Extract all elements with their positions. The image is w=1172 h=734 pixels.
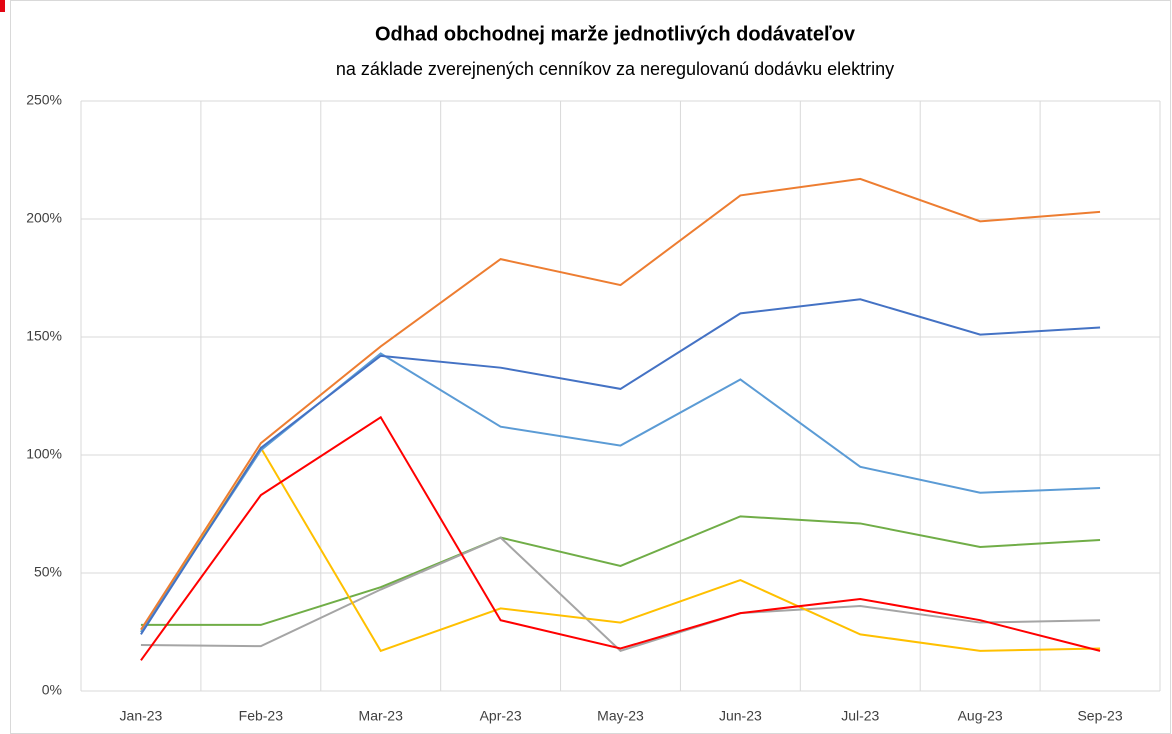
y-tick-label: 150% (26, 328, 62, 344)
series-line (140, 298, 1101, 635)
series-line (140, 515, 1101, 626)
y-tick-label: 100% (26, 446, 62, 462)
x-tick-label: May-23 (597, 708, 644, 724)
series-line (140, 536, 1101, 653)
x-tick-label: Jan-23 (120, 708, 163, 724)
y-tick-label: 250% (26, 92, 62, 108)
y-tick-label: 0% (42, 682, 62, 698)
y-tick-label: 200% (26, 210, 62, 226)
x-tick-label: Aug-23 (958, 708, 1003, 724)
series-line (140, 446, 1101, 653)
x-tick-label: Mar-23 (359, 708, 404, 724)
x-tick-label: Sep-23 (1077, 708, 1122, 724)
series-line (140, 352, 1101, 633)
x-tick-label: Apr-23 (480, 708, 522, 724)
chart-subtitle: na základe zverejnených cenníkov za nere… (336, 59, 894, 79)
y-tick-label: 50% (34, 564, 62, 580)
series-line (140, 177, 1101, 631)
chart-title: Odhad obchodnej marže jednotlivých dodáv… (375, 23, 856, 45)
series-line (140, 415, 1101, 661)
logo-mark (0, 0, 5, 12)
x-tick-label: Jul-23 (841, 708, 879, 724)
x-tick-label: Feb-23 (239, 708, 284, 724)
x-tick-label: Jun-23 (719, 708, 762, 724)
